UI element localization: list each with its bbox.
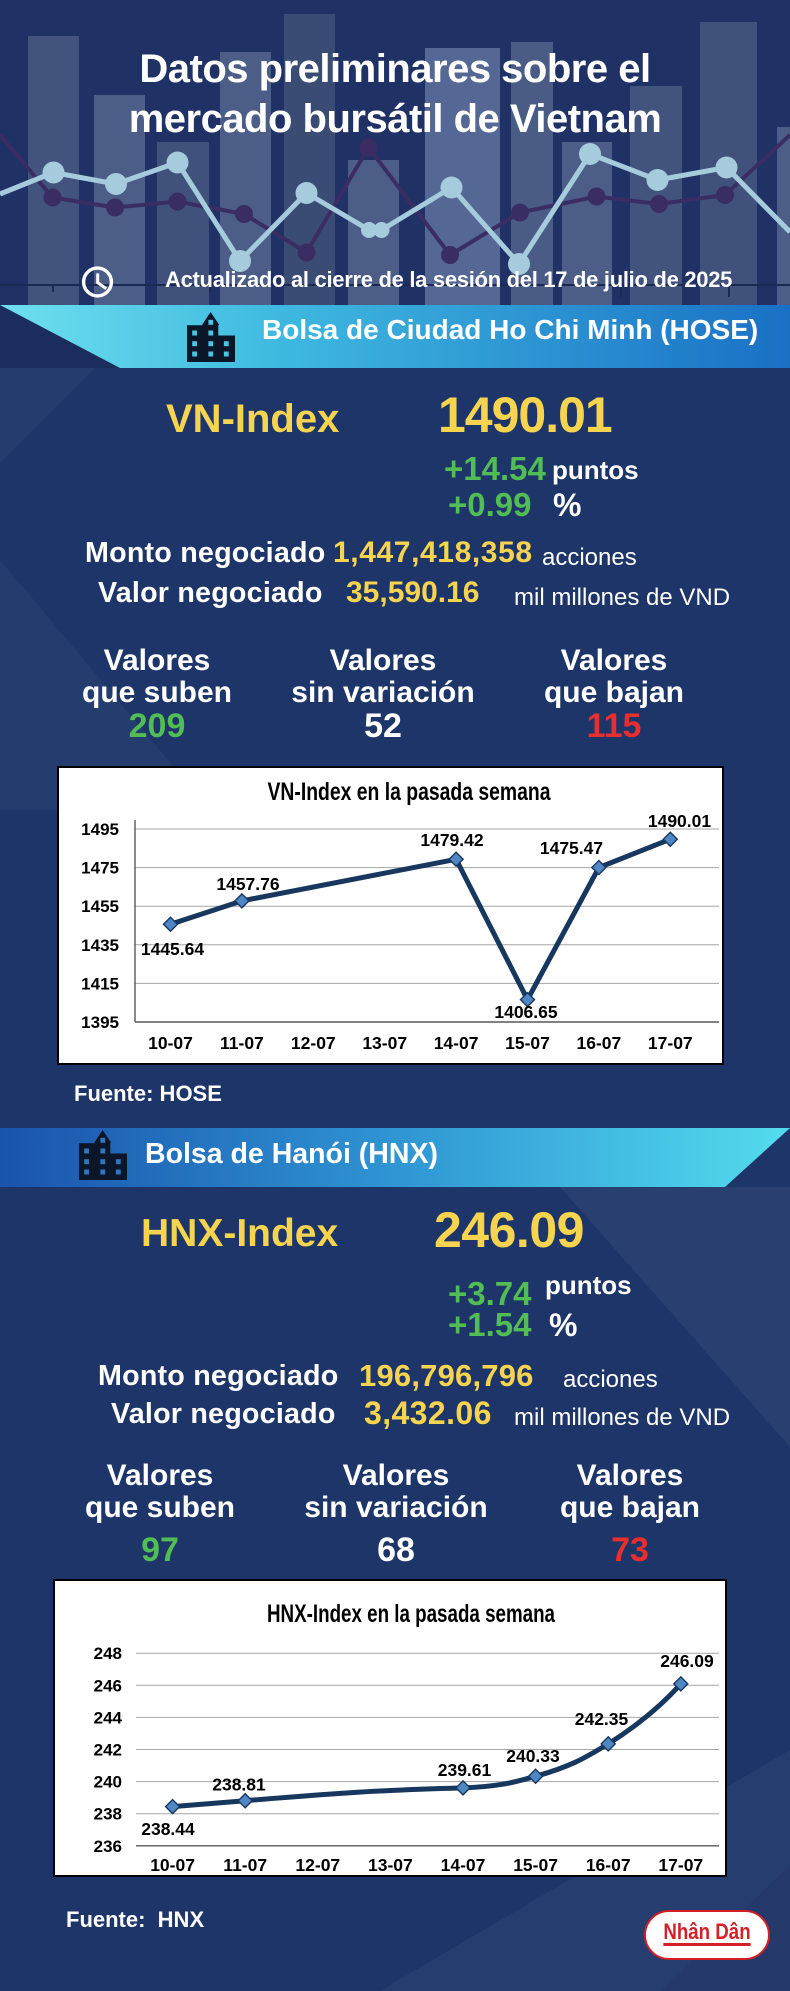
svg-text:248: 248	[94, 1644, 122, 1663]
svg-text:1445.64: 1445.64	[141, 939, 205, 959]
svg-text:1415: 1415	[81, 974, 119, 993]
svg-text:244: 244	[94, 1708, 123, 1727]
svg-text:13-07: 13-07	[362, 1033, 407, 1053]
svg-text:1495: 1495	[81, 820, 119, 839]
svg-text:236: 236	[94, 1837, 122, 1856]
svg-text:13-07: 13-07	[368, 1855, 413, 1875]
svg-text:12-07: 12-07	[295, 1855, 340, 1875]
svg-text:11-07: 11-07	[220, 1033, 264, 1053]
svg-text:246.09: 246.09	[660, 1651, 714, 1671]
svg-text:12-07: 12-07	[291, 1033, 336, 1053]
svg-text:1457.76: 1457.76	[216, 874, 280, 894]
svg-text:17-07: 17-07	[648, 1033, 693, 1053]
svg-text:1455: 1455	[81, 897, 119, 916]
svg-text:15-07: 15-07	[505, 1033, 550, 1053]
svg-text:238.81: 238.81	[212, 1775, 266, 1795]
svg-text:16-07: 16-07	[586, 1855, 631, 1875]
svg-text:16-07: 16-07	[577, 1033, 622, 1053]
svg-text:1406.65: 1406.65	[494, 1002, 558, 1022]
svg-text:240.33: 240.33	[506, 1746, 560, 1766]
svg-text:17-07: 17-07	[658, 1855, 703, 1875]
svg-text:1475: 1475	[81, 859, 119, 878]
svg-text:11-07: 11-07	[223, 1855, 267, 1875]
svg-text:VN-Index en la pasada semana: VN-Index en la pasada semana	[268, 778, 552, 806]
svg-text:246: 246	[94, 1676, 122, 1695]
svg-text:HNX-Index en la pasada semana: HNX-Index en la pasada semana	[267, 1600, 556, 1628]
svg-text:242.35: 242.35	[575, 1709, 629, 1729]
svg-text:1475.47: 1475.47	[540, 838, 603, 858]
svg-text:14-07: 14-07	[434, 1033, 479, 1053]
svg-text:1435: 1435	[81, 936, 119, 955]
svg-text:15-07: 15-07	[513, 1855, 558, 1875]
svg-text:238.44: 238.44	[141, 1819, 195, 1839]
svg-text:238: 238	[94, 1805, 122, 1824]
svg-text:239.61: 239.61	[438, 1760, 492, 1780]
svg-text:1490.01: 1490.01	[648, 811, 712, 831]
svg-text:242: 242	[94, 1741, 122, 1760]
svg-text:14-07: 14-07	[441, 1855, 486, 1875]
svg-text:10-07: 10-07	[148, 1033, 193, 1053]
svg-text:1395: 1395	[81, 1013, 119, 1032]
svg-text:240: 240	[94, 1773, 122, 1792]
svg-text:10-07: 10-07	[150, 1855, 195, 1875]
svg-text:1479.42: 1479.42	[420, 830, 484, 850]
